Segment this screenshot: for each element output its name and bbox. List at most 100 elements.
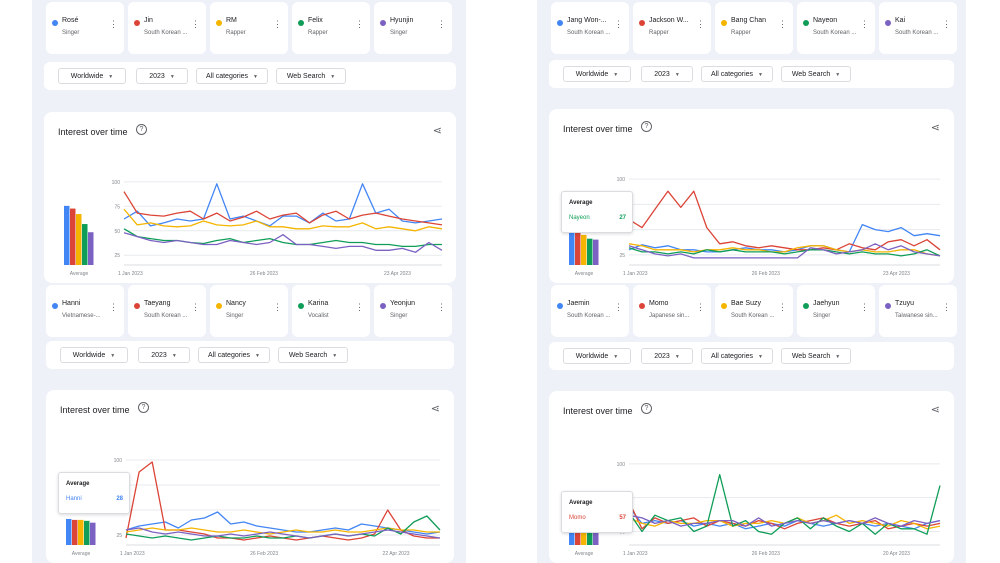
share-icon[interactable]: ⋖ — [430, 403, 440, 415]
more-vert-icon[interactable]: ⋮ — [273, 302, 282, 312]
share-icon[interactable]: ⋖ — [432, 125, 442, 137]
filter-search-type[interactable]: Web Search ▼ — [276, 68, 346, 84]
average-label: Average — [575, 271, 594, 277]
chip-subtitle: Singer — [390, 30, 408, 36]
compare-chip[interactable]: RM Rapper ⋮ — [210, 2, 288, 54]
more-vert-icon[interactable]: ⋮ — [860, 302, 869, 312]
compare-chip[interactable]: Nayeon South Korean ... ⋮ — [797, 2, 875, 54]
filter-category[interactable]: All categories ▼ — [196, 68, 268, 84]
compare-chip[interactable]: Jackson W... Rapper ⋮ — [633, 2, 711, 54]
more-vert-icon[interactable]: ⋮ — [109, 302, 118, 312]
tooltip-title: Average — [569, 200, 593, 206]
help-icon[interactable]: ? — [138, 402, 149, 413]
filter-year[interactable]: 2023 ▼ — [641, 66, 693, 82]
series-color-dot — [557, 20, 563, 26]
more-vert-icon[interactable]: ⋮ — [355, 302, 364, 312]
filter-year[interactable]: 2023 ▼ — [138, 347, 190, 363]
filter-year-label: 2023 — [654, 71, 670, 78]
chip-name: Nayeon — [813, 17, 838, 24]
more-vert-icon[interactable]: ⋮ — [696, 19, 705, 29]
filter-region-label: Worldwide — [575, 353, 609, 360]
compare-chip[interactable]: Momo Japanese sin... ⋮ — [633, 285, 711, 337]
share-icon[interactable]: ⋖ — [930, 122, 940, 134]
compare-chip[interactable]: Bae Suzy South Korean ... ⋮ — [715, 285, 793, 337]
more-vert-icon[interactable]: ⋮ — [778, 19, 787, 29]
series-color-dot — [134, 20, 140, 26]
chip-name: Jackson W... — [649, 17, 689, 24]
average-bar — [78, 519, 84, 545]
filter-region[interactable]: Worldwide ▼ — [60, 347, 128, 363]
filter-search-type[interactable]: Web Search ▼ — [278, 347, 348, 363]
compare-chip[interactable]: Tzuyu Taiwanese sin... ⋮ — [879, 285, 957, 337]
x-tick-label: 1 Jan 2023 — [623, 551, 648, 557]
series-color-dot — [557, 303, 563, 309]
average-bar — [581, 234, 587, 265]
filter-category[interactable]: All categories ▼ — [701, 66, 773, 82]
compare-chip[interactable]: Kai South Korean ... ⋮ — [879, 2, 957, 54]
series-line-2 — [628, 190, 941, 251]
more-vert-icon[interactable]: ⋮ — [437, 302, 446, 312]
series-color-dot — [885, 303, 891, 309]
tooltip-value: 27 — [619, 215, 626, 221]
series-color-dot — [639, 20, 645, 26]
average-tooltip: Average Hanni 28 — [58, 472, 130, 514]
y-tick-label: 100 — [114, 458, 123, 464]
series-color-dot — [216, 20, 222, 26]
y-tick-label: 100 — [617, 177, 626, 183]
dropdown-arrow-icon: ▼ — [330, 74, 336, 80]
filter-region[interactable]: Worldwide ▼ — [563, 348, 631, 364]
compare-chip[interactable]: Bang Chan Rapper ⋮ — [715, 2, 793, 54]
more-vert-icon[interactable]: ⋮ — [942, 302, 951, 312]
filter-category[interactable]: All categories ▼ — [701, 348, 773, 364]
help-icon[interactable]: ? — [641, 403, 652, 414]
share-icon[interactable]: ⋖ — [930, 404, 940, 416]
more-vert-icon[interactable]: ⋮ — [696, 302, 705, 312]
more-vert-icon[interactable]: ⋮ — [191, 19, 200, 29]
compare-chip[interactable]: Hyunjin Singer ⋮ — [374, 2, 452, 54]
filter-bar: Worldwide ▼ 2023 ▼ All categories ▼ Web Search… — [44, 62, 456, 90]
chip-name: Hanni — [62, 300, 81, 307]
filter-region[interactable]: Worldwide ▼ — [58, 68, 126, 84]
help-icon[interactable]: ? — [641, 121, 652, 132]
more-vert-icon[interactable]: ⋮ — [437, 19, 446, 29]
compare-chip[interactable]: Karina Vocalist ⋮ — [292, 285, 370, 337]
card-title: Interest over time — [563, 124, 633, 134]
compare-chip[interactable]: Nancy Singer ⋮ — [210, 285, 288, 337]
more-vert-icon[interactable]: ⋮ — [109, 19, 118, 29]
series-color-dot — [380, 20, 386, 26]
compare-chip[interactable]: Jaemin South Korean ... ⋮ — [551, 285, 629, 337]
compare-chip[interactable]: Hanni Vietnamese-... ⋮ — [46, 285, 124, 337]
compare-chip[interactable]: Yeonjun Singer ⋮ — [374, 285, 452, 337]
average-bar — [90, 522, 96, 545]
card-title: Interest over time — [58, 127, 128, 137]
filter-region[interactable]: Worldwide ▼ — [563, 66, 631, 82]
more-vert-icon[interactable]: ⋮ — [191, 302, 200, 312]
more-vert-icon[interactable]: ⋮ — [942, 19, 951, 29]
chip-subtitle: South Korean ... — [731, 313, 775, 319]
help-icon[interactable]: ? — [136, 124, 147, 135]
more-vert-icon[interactable]: ⋮ — [778, 302, 787, 312]
more-vert-icon[interactable]: ⋮ — [614, 302, 623, 312]
average-bar — [569, 231, 575, 265]
compare-chip[interactable]: Jin South Korean ... ⋮ — [128, 2, 206, 54]
compare-chip[interactable]: Jang Won-... South Korean ... ⋮ — [551, 2, 629, 54]
filter-year-label: 2023 — [149, 73, 165, 80]
compare-chip[interactable]: Taeyang South Korean ... ⋮ — [128, 285, 206, 337]
average-bar — [82, 224, 88, 265]
compare-chip[interactable]: Jaehyun Singer ⋮ — [797, 285, 875, 337]
filter-year[interactable]: 2023 ▼ — [136, 68, 188, 84]
filter-year[interactable]: 2023 ▼ — [641, 348, 693, 364]
filter-search-type[interactable]: Web Search ▼ — [781, 66, 851, 82]
series-line-4 — [125, 515, 441, 541]
filter-search-type[interactable]: Web Search ▼ — [781, 348, 851, 364]
more-vert-icon[interactable]: ⋮ — [355, 19, 364, 29]
compare-chip[interactable]: Rosé Singer ⋮ — [46, 2, 124, 54]
chip-name: Bae Suzy — [731, 300, 761, 307]
chip-name: Jaemin — [567, 300, 590, 307]
x-tick-label: 23 Apr 2023 — [384, 271, 411, 277]
more-vert-icon[interactable]: ⋮ — [273, 19, 282, 29]
compare-chip[interactable]: Felix Rapper ⋮ — [292, 2, 370, 54]
more-vert-icon[interactable]: ⋮ — [614, 19, 623, 29]
filter-category[interactable]: All categories ▼ — [198, 347, 270, 363]
more-vert-icon[interactable]: ⋮ — [860, 19, 869, 29]
